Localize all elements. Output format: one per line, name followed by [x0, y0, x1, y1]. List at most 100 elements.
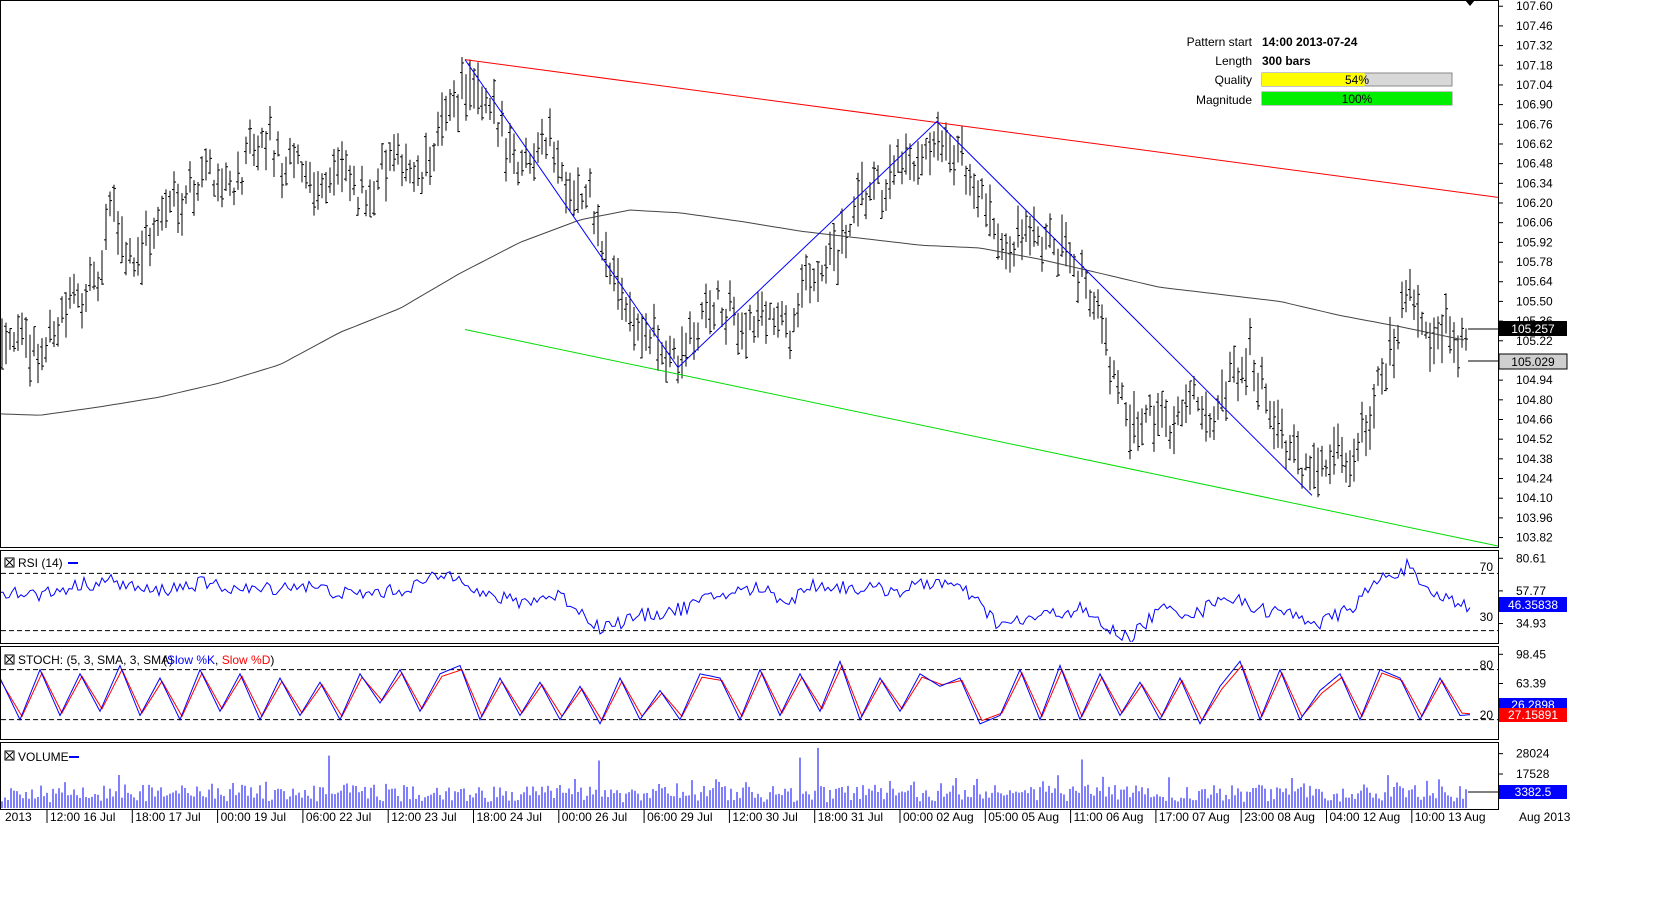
price-tick-label: 105.50: [1516, 294, 1553, 308]
volume-plot: [1, 747, 1467, 808]
stoch-plot: [1, 659, 1498, 725]
rsi-level-30: 30: [1480, 610, 1494, 624]
time-tick-label: 12:00 16 Jul: [50, 810, 115, 824]
price-tick-label: 105.92: [1516, 235, 1553, 249]
quality-label: Quality: [1215, 73, 1252, 87]
rsi-line: [1, 557, 1471, 642]
price-tick-label: 104.10: [1516, 491, 1553, 505]
volume-tick-label: 17528: [1516, 767, 1550, 781]
previous-price-tag: 105.029: [1468, 353, 1568, 370]
price-tick-label: 105.64: [1516, 275, 1553, 289]
price-tick-label: 104.80: [1516, 393, 1553, 407]
volume-label: VOLUME: [18, 750, 69, 764]
previous-price-value: 105.029: [1511, 355, 1555, 369]
time-tick-label: 06:00 22 Jul: [306, 810, 371, 824]
stoch-d-current-value: 27.15891: [1508, 708, 1558, 722]
stoch-level-20: 20: [1480, 708, 1494, 722]
stoch-axis: 98.45 63.39: [1498, 647, 1546, 691]
magnitude-label: Magnitude: [1196, 93, 1252, 107]
stoch-label: STOCH: (5, 3, SMA, 3, SMA): [18, 653, 173, 667]
time-tick-label: 18:00 17 Jul: [135, 810, 200, 824]
time-tick-label: 00:00 19 Jul: [221, 810, 286, 824]
length-label: Length: [1215, 54, 1252, 68]
volume-current-value: 3382.5: [1515, 785, 1552, 799]
volume-header: VOLUME: [4, 750, 79, 764]
price-tick-label: 104.66: [1516, 412, 1553, 426]
rsi-plot: [1, 557, 1498, 642]
rsi-tick-label: 57.77: [1516, 584, 1546, 598]
current-price-tag: 105.257: [1468, 321, 1567, 336]
price-tick-label: 105.22: [1516, 334, 1553, 348]
volume-panel-frame: [0, 742, 1499, 810]
stoch-k-name: Slow %K: [167, 653, 215, 667]
length-value: 300 bars: [1262, 54, 1311, 68]
scroll-marker-icon[interactable]: [1465, 0, 1475, 6]
stoch-d-value-tag: [1499, 708, 1567, 722]
volume-collapse-x-icon: [5, 751, 14, 760]
price-tick-label: 106.76: [1516, 117, 1553, 131]
rsi-level-70: 70: [1480, 560, 1494, 574]
volume-tick-label: 28024: [1516, 747, 1550, 761]
rsi-value-tag: [1499, 597, 1567, 612]
quality-value: 54%: [1345, 73, 1369, 87]
time-tick-label: 00:00 02 Aug: [903, 810, 974, 824]
stoch-collapse-x-icon: [5, 655, 14, 664]
resistance-line: [464, 59, 1499, 198]
time-tick-label: 17:00 07 Aug: [1159, 810, 1230, 824]
moving-average-line: [1, 209, 1465, 416]
stoch-d-name: Slow %D: [222, 653, 271, 667]
pattern-start-value: 14:00 2013-07-24: [1262, 35, 1358, 49]
time-tick-label: 12:00 30 Jul: [732, 810, 797, 824]
price-tick-label: 107.04: [1516, 78, 1553, 92]
pattern-info-box: Pattern start 14:00 2013-07-24 Length 30…: [1187, 35, 1453, 107]
rsi-current-value: 46.35838: [1508, 598, 1558, 612]
time-tick-label: 18:00 31 Jul: [818, 810, 883, 824]
rsi-header: RSI (14): [4, 556, 78, 570]
stoch-d-line: [1, 664, 1471, 722]
main-panel-frame: [0, 0, 1499, 548]
time-tick-label: 10:00 13 Aug: [1415, 810, 1486, 824]
magnitude-value: 100%: [1342, 92, 1373, 106]
pattern-zigzag-line: [464, 59, 1313, 496]
price-tick-label: 106.34: [1516, 176, 1553, 190]
pattern-overlay: [464, 59, 1499, 547]
price-tick-label: 104.52: [1516, 432, 1553, 446]
volume-value-tag: [1499, 785, 1567, 799]
rsi-collapse-x-icon: [5, 558, 14, 567]
rsi-tick-label: 34.93: [1516, 617, 1546, 631]
stoch-tick-label: 98.45: [1516, 647, 1546, 661]
support-line: [464, 329, 1499, 547]
price-tick-label: 105.78: [1516, 255, 1553, 269]
time-tick-label: 23:00 08 Aug: [1244, 810, 1315, 824]
price-tick-label: 107.46: [1516, 19, 1553, 33]
time-tick-label: 00:00 26 Jul: [562, 810, 627, 824]
price-tick-label: 106.90: [1516, 98, 1553, 112]
time-tick-label: 06:00 29 Jul: [647, 810, 712, 824]
time-tick-label: 2013: [5, 810, 32, 824]
price-tick-label: 104.94: [1516, 373, 1553, 387]
price-tick-label: 104.24: [1516, 472, 1553, 486]
stoch-tick-label: 63.39: [1516, 677, 1546, 691]
price-tick-label: 107.60: [1516, 0, 1553, 13]
price-tick-label: 106.62: [1516, 137, 1553, 151]
current-price-value: 105.257: [1511, 322, 1555, 336]
pattern-start-label: Pattern start: [1187, 35, 1253, 49]
price-tick-label: 107.18: [1516, 58, 1553, 72]
stoch-header: STOCH: (5, 3, SMA, 3, SMA) (Slow %K, Slo…: [4, 653, 274, 667]
stoch-k-label: (Slow %K, Slow %D): [163, 653, 274, 667]
rsi-label: RSI (14): [18, 556, 63, 570]
price-axis: 107.60 107.46 107.32 107.18 107.04 106.90 106.…: [1498, 0, 1553, 545]
time-tick-label: Aug 2013: [1519, 810, 1571, 824]
price-tick-label: 107.32: [1516, 39, 1553, 53]
time-axis: 2013 12:00 16 Jul 18:00 17 Jul 00:00 19 Jul…: [5, 810, 1571, 824]
rsi-axis: 80.61 57.77 34.93: [1498, 551, 1546, 631]
price-tick-label: 103.82: [1516, 531, 1553, 545]
magnitude-bar-fill: [1262, 92, 1452, 105]
time-tick-label: 18:00 24 Jul: [477, 810, 542, 824]
stoch-level-80: 80: [1480, 658, 1494, 672]
price-tick-label: 106.48: [1516, 157, 1553, 171]
price-tick-label: 106.06: [1516, 216, 1553, 230]
time-tick-label: 11:00 06 Aug: [1074, 810, 1144, 824]
price-tick-label: 106.20: [1516, 196, 1553, 210]
